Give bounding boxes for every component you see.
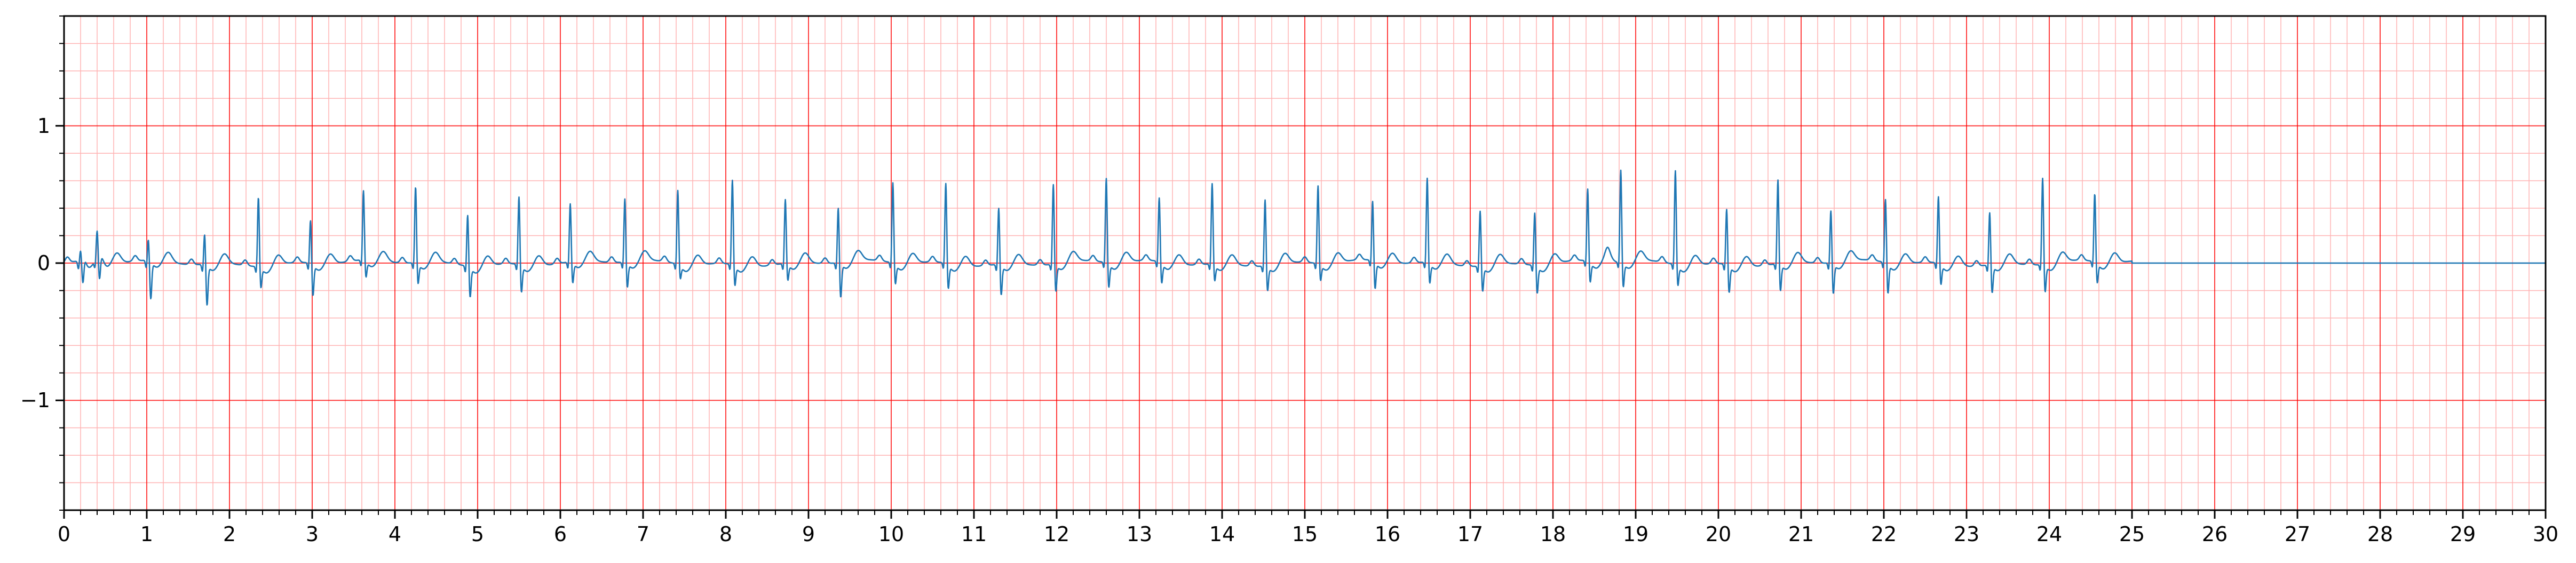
x-tick-label: 21 [1788, 522, 1814, 546]
x-tick-label: 7 [637, 522, 649, 546]
x-tick-label: 2 [223, 522, 236, 546]
x-tick-label: 1 [140, 522, 153, 546]
x-tick-label: 25 [2119, 522, 2145, 546]
x-tick-label: 26 [2202, 522, 2228, 546]
x-tick-label: 10 [878, 522, 904, 546]
x-tick-label: 19 [1623, 522, 1648, 546]
x-tick-label: 29 [2450, 522, 2476, 546]
x-tick-label: 11 [961, 522, 987, 546]
x-tick-label: 14 [1209, 522, 1235, 546]
x-tick-label: 15 [1292, 522, 1318, 546]
ecg-trace [63, 169, 2546, 306]
x-tick-label: 28 [2367, 522, 2393, 546]
x-tick-label: 4 [389, 522, 401, 546]
y-tick-label: 0 [37, 251, 50, 275]
x-tick-label: 17 [1457, 522, 1483, 546]
y-tick-label: −1 [20, 388, 50, 412]
x-tick-label: 22 [1871, 522, 1897, 546]
x-tick-label: 23 [1954, 522, 1979, 546]
y-tick-label: 1 [37, 114, 50, 138]
x-tick-label: 6 [554, 522, 567, 546]
x-tick-label: 8 [719, 522, 732, 546]
x-axis-ticks: 0 1 2 3 4 5 6 7 8 9 10 11 12 13 14 15 16 17 18 19 20 21 22 23 24… [58, 510, 2558, 546]
x-tick-label: 18 [1540, 522, 1566, 546]
y-axis-ticks: −1 0 1 [20, 15, 64, 511]
x-tick-label: 24 [2036, 522, 2062, 546]
x-tick-label: 16 [1375, 522, 1400, 546]
x-tick-label: 12 [1044, 522, 1069, 546]
x-tick-label: 30 [2533, 522, 2558, 546]
x-tick-label: 5 [471, 522, 484, 546]
x-tick-label: 13 [1127, 522, 1152, 546]
x-tick-label: 20 [1706, 522, 1731, 546]
x-tick-label: 27 [2285, 522, 2310, 546]
x-tick-label: 0 [58, 522, 70, 546]
x-tick-label: 3 [306, 522, 319, 546]
x-tick-label: 9 [802, 522, 815, 546]
